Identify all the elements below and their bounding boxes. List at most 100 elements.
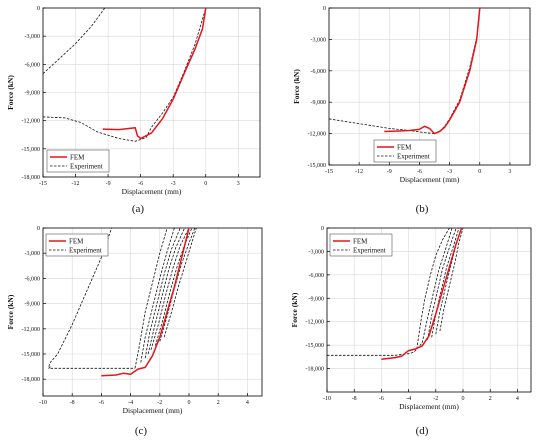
y-tick-label: -6,000 [309, 273, 325, 279]
experiment-series-line [327, 342, 423, 356]
y-axis-title: Force (kN) [292, 69, 301, 104]
experiment-series-line [163, 227, 197, 338]
panel-label: (d) [416, 425, 429, 437]
x-tick-label: -6 [379, 396, 384, 402]
x-tick-label: -4 [128, 400, 133, 406]
legend-label-fem: FEM [353, 238, 368, 246]
y-tick-label: 0 [323, 6, 326, 12]
y-tick-label: -12,000 [22, 119, 41, 125]
y-tick-label: -18,000 [22, 377, 41, 383]
x-tick-label: -2 [433, 396, 438, 402]
legend-label-fem: FEM [69, 238, 84, 246]
x-tick-label: -12 [72, 181, 80, 187]
experiment-series-line [144, 227, 181, 359]
x-axis-title: Displacement (mm) [122, 187, 182, 196]
x-tick-label: -2 [157, 400, 162, 406]
y-tick-label: -15,000 [22, 147, 41, 153]
x-axis-title: Displacement (mm) [400, 175, 460, 184]
experiment-series-line [431, 227, 460, 338]
experiment-series-line [427, 227, 457, 340]
experiment-series-line [421, 227, 453, 343]
experiment-series-line [42, 7, 207, 142]
y-tick-label: -15,000 [22, 352, 41, 358]
x-tick-label: 3 [237, 181, 240, 187]
panel-b: -15 -12 -9 -6 -3 0 3 0 -3,000 -6,000 -9,000 -12,000… [292, 6, 531, 215]
x-tick-label: -8 [70, 400, 75, 406]
fem-series-line [101, 227, 190, 377]
plot-frame [326, 227, 532, 393]
panel-label: (b) [416, 203, 429, 215]
x-tick-label: 3 [508, 169, 511, 175]
y-tick-label: -6,000 [25, 62, 41, 68]
experiment-series-line [48, 366, 135, 369]
y-tick-label: -15,000 [308, 163, 327, 169]
x-tick-label: -6 [99, 400, 104, 406]
legend-label-fem: FEM [70, 154, 85, 162]
x-tick-label: 4 [246, 400, 249, 406]
legend-box [373, 139, 437, 163]
y-tick-label: -3,000 [25, 34, 41, 40]
y-tick-label: -3,000 [311, 37, 327, 43]
x-tick-label: -10 [39, 400, 47, 406]
y-tick-label: -9,000 [311, 100, 327, 106]
legend-label-experiment: Experiment [397, 153, 430, 161]
x-tick-label: 0 [462, 396, 465, 402]
y-tick-label: 0 [37, 226, 40, 232]
x-tick-label: -15 [325, 169, 333, 175]
plot-frame [328, 7, 531, 166]
x-tick-label: -6 [138, 181, 143, 187]
legend-label-experiment: Experiment [70, 163, 103, 171]
experiment-series-line [42, 7, 106, 74]
y-tick-label: -6,000 [311, 69, 327, 75]
fem-series-line [381, 227, 463, 360]
y-tick-label: -3,000 [25, 251, 41, 257]
experiment-series-line [140, 227, 175, 363]
panel-label: (a) [132, 203, 145, 215]
y-tick-label: -9,000 [309, 296, 325, 302]
x-tick-label: 0 [204, 181, 207, 187]
legend-label-experiment: Experiment [353, 247, 386, 255]
y-tick-label: -18,000 [306, 367, 325, 373]
legend-box [45, 233, 109, 257]
experiment-series-line [159, 227, 196, 342]
y-tick-label: -12,000 [306, 320, 325, 326]
x-tick-label: 2 [489, 396, 492, 402]
x-tick-label: 0 [188, 400, 191, 406]
fem-series-line [102, 7, 207, 140]
x-tick-label: -3 [447, 169, 452, 175]
y-tick-label: -9,000 [25, 91, 41, 97]
panel-c: -10 -8 -6 -4 -2 0 2 4 0 -3,000 -6,000 -9,000 -12,000… [6, 226, 263, 437]
x-tick-label: 2 [217, 400, 220, 406]
y-tick-label: -12,000 [22, 327, 41, 333]
experiment-series-line [134, 227, 168, 369]
x-tick-label: -9 [387, 169, 392, 175]
x-tick-label: -4 [406, 396, 411, 402]
y-tick-label: 0 [321, 226, 324, 232]
y-tick-label: -12,000 [308, 132, 327, 138]
experiment-series-line [416, 227, 450, 350]
y-tick-label: -15,000 [306, 343, 325, 349]
plot-frame [42, 227, 263, 397]
experiment-series-line [147, 227, 185, 355]
legend-box [329, 233, 393, 257]
y-tick-label: -9,000 [25, 302, 41, 308]
legend-label-experiment: Experiment [69, 247, 102, 255]
experiment-series-line [48, 227, 112, 367]
legend-label-fem: FEM [397, 144, 412, 152]
y-axis-title: Force (kN) [6, 294, 15, 329]
panel-label: (c) [135, 425, 148, 437]
y-tick-label: -3,000 [309, 249, 325, 255]
panel-d: -10 -8 -6 -4 -2 0 2 4 0 -3,000 -6,000 -9,000 -12,000… [290, 226, 532, 437]
x-tick-label: -9 [106, 181, 111, 187]
x-axis-title: Displacement (mm) [123, 406, 183, 415]
experiment-series-line [150, 227, 190, 350]
experiment-series-line [439, 227, 464, 332]
x-axis-title: Displacement (mm) [399, 402, 459, 411]
x-tick-label: 4 [516, 396, 519, 402]
x-tick-label: -10 [323, 396, 331, 402]
